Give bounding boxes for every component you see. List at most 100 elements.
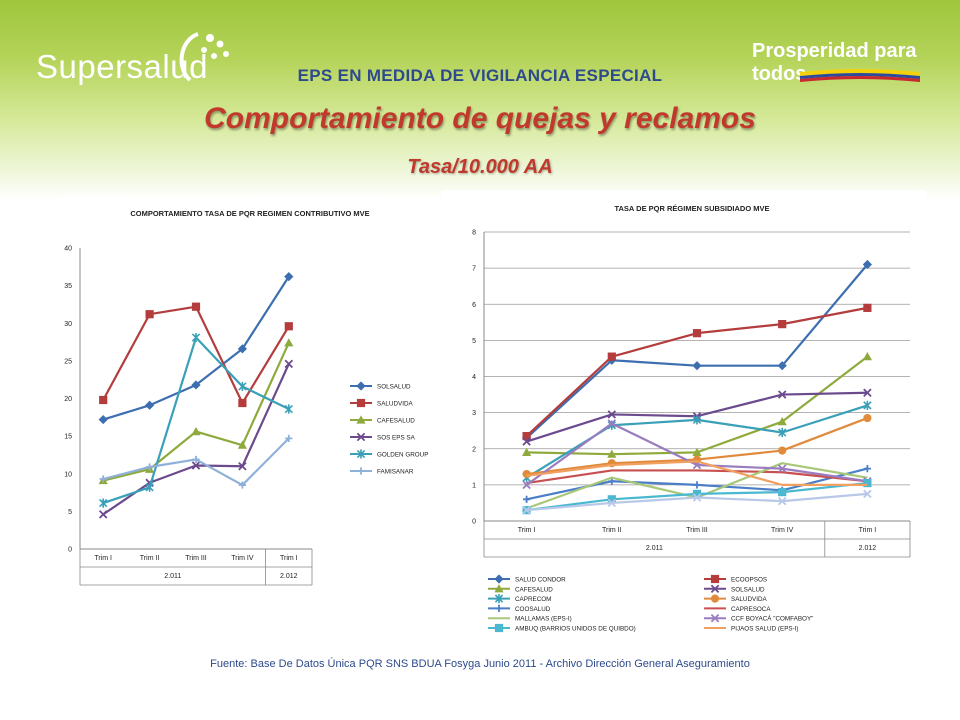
x-tick-label: Trim II [602, 527, 622, 534]
series-line-cafesalud [526, 355, 869, 456]
data-point-saludvida [191, 302, 201, 311]
legend-label-saludvida: SALUDVIDA [377, 401, 413, 408]
data-point-cafesalud [237, 440, 247, 449]
data-point-saludvida [522, 469, 531, 479]
legend: SOLSALUD SALUDVIDA CAFESALUD SOS EPS SA GOLD… [350, 381, 428, 476]
data-point-caprecom [778, 427, 787, 438]
page-subtitle: Tasa/10.000 AA [407, 156, 553, 178]
legend-marker-caprecom [494, 594, 504, 604]
y-tick-label: 5 [472, 338, 476, 345]
data-point-golden-group [99, 498, 108, 508]
legend-label-saludvida: SALUDVIDA [731, 596, 767, 603]
data-point-golden-group [238, 381, 247, 392]
data-point-coosalud [523, 495, 531, 503]
data-point-salud-condor [862, 259, 872, 270]
legend-label-solsalud: SOLSALUD [731, 586, 765, 593]
data-point-golden-group [284, 404, 293, 414]
legend-label-coosalud: COOSALUD [515, 606, 551, 613]
data-point-ecoopsos [522, 432, 531, 441]
chart-title: COMPORTAMIENTO TASA DE PQR REGIMEN CONTR… [130, 209, 369, 218]
y-tick-label: 30 [64, 321, 72, 328]
legend-label-sos-eps-sa: SOS EPS SA [377, 435, 416, 442]
series-pijaos-salud-eps-i [526, 460, 868, 486]
group-label: 2.011 [646, 545, 663, 552]
legend-label-famisanar: FAMISANAR [377, 469, 414, 476]
x-tick-label: Trim II [140, 555, 160, 562]
legend-label-mallamas-eps-i: MALLAMAS (EPS-I) [515, 616, 572, 623]
legend-label-ecoopsos: ECOOPSOS [731, 577, 767, 584]
data-point-series [863, 489, 872, 499]
data-point-ccf-boyac-comfaboy [522, 480, 531, 490]
y-tick-label: 40 [64, 246, 72, 253]
data-point-coosalud [693, 481, 701, 489]
legend-label-ambuq-barrios-unidos-de-quibdo: AMBUQ (BARRIOS UNIDOS DE QUIBDO) [515, 626, 636, 633]
series-saludvida [99, 302, 293, 408]
data-point-sos-eps-sa [238, 461, 247, 471]
x-tick-label: Trim I [859, 527, 877, 534]
data-point-cafesalud [191, 427, 201, 436]
data-point-solsalud [98, 414, 108, 425]
legend-marker-saludvida [356, 398, 366, 408]
data-point-series [522, 505, 531, 515]
data-point-cafesalud [862, 352, 872, 361]
x-tick-label: Trim III [185, 555, 207, 562]
legend-marker-cafesalud [356, 415, 366, 424]
x-tick-label: Trim IV [231, 555, 254, 562]
data-point-ambuq-barrios-unidos-de-quibdo [863, 478, 872, 488]
series-line-capresoca [526, 469, 868, 485]
y-tick-label: 5 [68, 509, 72, 516]
eps-heading: EPS EN MEDIDA DE VIGILANCIA ESPECIAL [297, 66, 663, 85]
data-point-saludvida [863, 413, 872, 423]
data-point-famisanar [285, 434, 293, 442]
data-point-series [692, 493, 702, 502]
y-tick-label: 0 [472, 519, 476, 526]
data-point-ambuq-barrios-unidos-de-quibdo [607, 495, 616, 504]
y-tick-label: 6 [472, 302, 476, 309]
data-point-sos-eps-sa [98, 510, 108, 519]
series-famisanar [99, 434, 293, 489]
data-point-ecoopsos [863, 303, 872, 312]
x-tick-label: Trim I [280, 555, 298, 562]
legend-marker-famisanar [357, 467, 365, 475]
chart-subsidiado: TASA DE PQR RÉGIMEN SUBSIDIADO MVE 0 1 2 3 4 5… [472, 204, 911, 633]
data-point-cafesalud [692, 447, 702, 456]
data-point-salud-condor [692, 361, 702, 371]
legend-marker-salud-condor [494, 574, 504, 584]
legend-marker-sos-eps-sa [356, 432, 366, 442]
series-series [522, 489, 872, 515]
series-solsalud [98, 271, 294, 425]
series-golden-group [99, 332, 293, 508]
y-tick-label: 25 [64, 358, 72, 365]
data-point-solsalud [863, 388, 872, 397]
y-tick-label: 2 [472, 446, 476, 453]
data-point-ecoopsos [778, 320, 787, 329]
data-point-saludvida [778, 446, 787, 455]
data-point-ambuq-barrios-unidos-de-quibdo [692, 489, 702, 499]
colombia-flag-ribbon-icon [800, 69, 920, 82]
data-point-solsalud [522, 437, 531, 446]
y-tick-label: 7 [472, 266, 476, 273]
series-line-salud-condor [525, 263, 869, 439]
legend-label-cafesalud: CAFESALUD [377, 418, 415, 425]
data-point-ccf-boyac-comfaboy [777, 464, 787, 473]
chart-contributivo-panel: COMPORTAMIENTO TASA DE PQR REGIMEN CONTR… [60, 196, 440, 600]
data-point-solsalud [777, 390, 787, 399]
series-ecoopsos [522, 303, 872, 441]
chart-subsidiado-panel: TASA DE PQR RÉGIMEN SUBSIDIADO MVE 0 1 2 3 4 5… [442, 190, 926, 642]
legend-marker-ambuq-barrios-unidos-de-quibdo [494, 623, 504, 633]
legend-label-solsalud: SOLSALUD [377, 384, 411, 391]
logo-wordmark: Supersalud [36, 48, 208, 85]
data-point-cafesalud [284, 338, 294, 347]
legend-label-capresoca: CAPRESOCA [731, 606, 771, 613]
data-point-series [777, 496, 787, 506]
y-tick-label: 35 [64, 283, 72, 290]
data-point-ambuq-barrios-unidos-de-quibdo [778, 488, 787, 497]
y-tick-label: 10 [64, 471, 72, 478]
data-point-coosalud [608, 477, 616, 485]
chart-title: TASA DE PQR RÉGIMEN SUBSIDIADO MVE [614, 204, 769, 213]
data-point-famisanar [238, 481, 246, 489]
legend-marker-saludvida [710, 594, 720, 603]
data-point-ecoopsos [607, 352, 616, 361]
data-point-famisanar [99, 475, 107, 483]
series-line-golden-group [102, 336, 290, 505]
